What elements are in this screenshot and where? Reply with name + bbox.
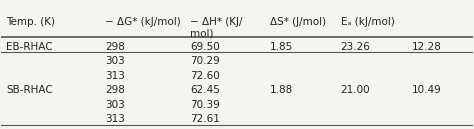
Text: 313: 313 [105, 71, 125, 81]
Text: 298: 298 [105, 85, 125, 95]
Text: 10.49: 10.49 [411, 85, 441, 95]
Text: SB-RHAC: SB-RHAC [6, 85, 53, 95]
Text: Eₐ (kJ/mol): Eₐ (kJ/mol) [341, 17, 394, 27]
Text: 298: 298 [105, 42, 125, 52]
Text: 313: 313 [105, 114, 125, 124]
Text: 70.39: 70.39 [190, 100, 219, 110]
Text: − ΔH* (KJ/
mol): − ΔH* (KJ/ mol) [190, 17, 242, 38]
Text: 62.45: 62.45 [190, 85, 220, 95]
Text: 72.61: 72.61 [190, 114, 220, 124]
Text: − ΔG* (kJ/mol): − ΔG* (kJ/mol) [105, 17, 181, 27]
Text: 21.00: 21.00 [341, 85, 370, 95]
Text: 23.26: 23.26 [341, 42, 371, 52]
Text: Temp. (K): Temp. (K) [6, 17, 55, 27]
Text: 12.28: 12.28 [411, 42, 441, 52]
Text: 72.60: 72.60 [190, 71, 219, 81]
Text: ΔS* (J/mol): ΔS* (J/mol) [270, 17, 326, 27]
Text: 303: 303 [105, 56, 125, 66]
Text: 70.29: 70.29 [190, 56, 219, 66]
Text: EB-RHAC: EB-RHAC [6, 42, 53, 52]
Text: 1.85: 1.85 [270, 42, 293, 52]
Text: 303: 303 [105, 100, 125, 110]
Text: 69.50: 69.50 [190, 42, 219, 52]
Text: 1.88: 1.88 [270, 85, 293, 95]
